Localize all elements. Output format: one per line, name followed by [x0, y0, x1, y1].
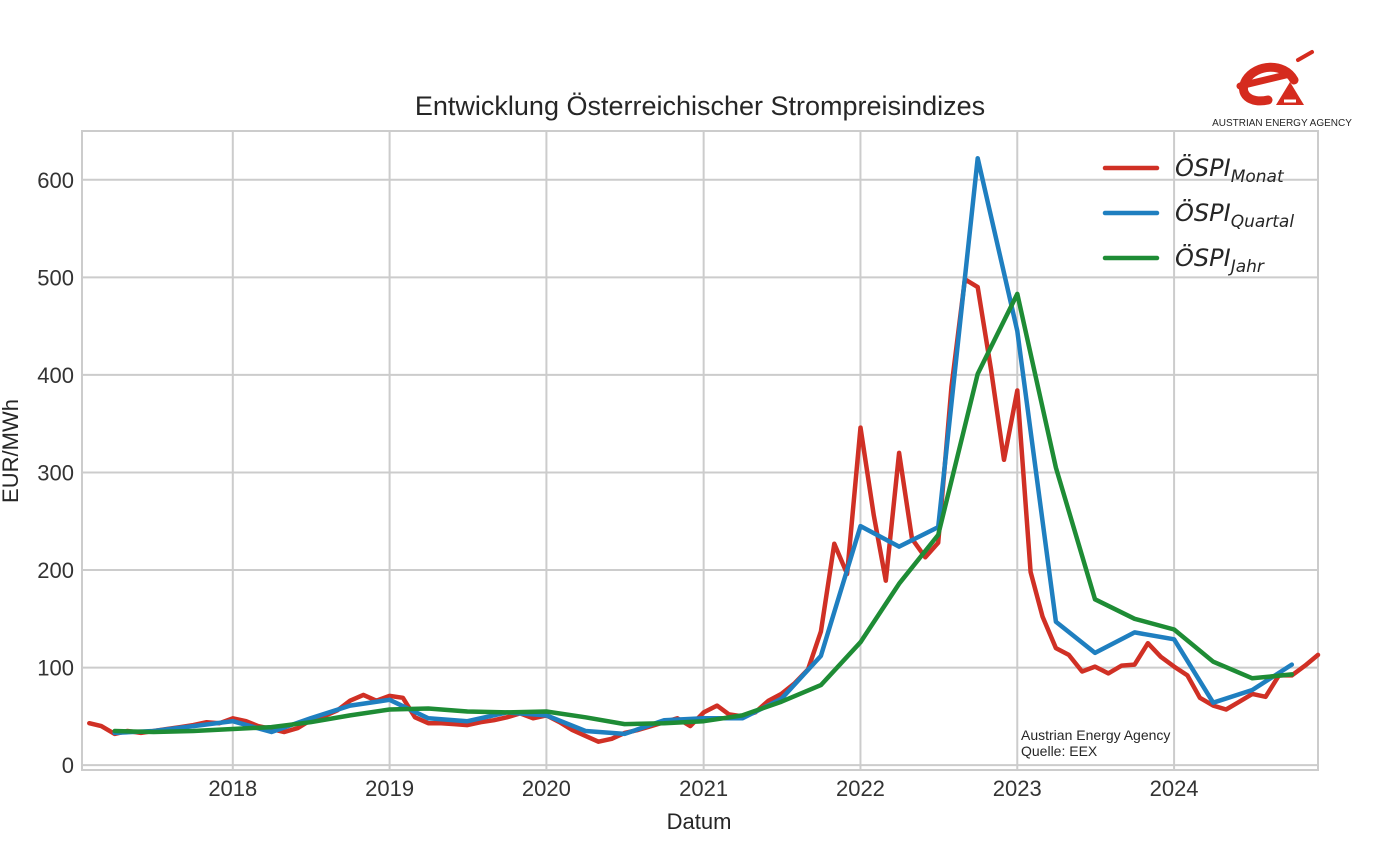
- x-tick-label: 2021: [679, 776, 728, 801]
- y-tick-labels: 0 100 200 300 400 500 600: [37, 168, 74, 778]
- logo-mark-icon: [1236, 50, 1314, 106]
- logo-text: AUSTRIAN ENERGY AGENCY: [1212, 118, 1352, 129]
- series-line-quartal: [112, 156, 1295, 737]
- y-tick-label: 100: [37, 656, 74, 681]
- y-tick-label: 200: [37, 558, 74, 583]
- legend-label-jahr: ÖSPIJahr: [1175, 243, 1265, 277]
- series-line-monat: [87, 277, 1321, 744]
- legend-label-monat: ÖSPIMonat: [1175, 153, 1285, 187]
- series-lines: [87, 156, 1321, 744]
- x-tick-label: 2022: [836, 776, 885, 801]
- series-line-jahr: [112, 291, 1295, 735]
- chart-title: Entwicklung Österreichischer Strompreisi…: [415, 91, 985, 121]
- y-tick-label: 0: [62, 753, 74, 778]
- source-note: Austrian Energy Agency Quelle: EEX: [1021, 727, 1170, 759]
- x-tick-label: 2020: [522, 776, 571, 801]
- y-axis-label: EUR/MWh: [0, 399, 23, 503]
- x-tick-label: 2018: [208, 776, 257, 801]
- plot-frame: [81, 130, 1319, 771]
- legend: ÖSPIMonat ÖSPIQuartal ÖSPIJahr: [1102, 153, 1294, 277]
- source-note-line-1: Austrian Energy Agency: [1021, 727, 1170, 743]
- austrian-energy-agency-logo: AUSTRIAN ENERGY AGENCY: [1212, 50, 1352, 129]
- x-tick-label: 2023: [993, 776, 1042, 801]
- x-tick-label: 2024: [1150, 776, 1199, 801]
- y-tick-label: 500: [37, 265, 74, 290]
- y-tick-label: 400: [37, 363, 74, 388]
- source-note-line-2: Quelle: EEX: [1021, 743, 1098, 759]
- x-tick-labels: 2018 2019 2020 2021 2022 2023 2024: [208, 776, 1198, 801]
- x-tick-label: 2019: [365, 776, 414, 801]
- y-tick-label: 300: [37, 460, 74, 485]
- x-axis-label: Datum: [667, 809, 732, 834]
- grid: [82, 131, 1318, 770]
- legend-label-quartal: ÖSPIQuartal: [1175, 198, 1294, 232]
- y-tick-label: 600: [37, 168, 74, 193]
